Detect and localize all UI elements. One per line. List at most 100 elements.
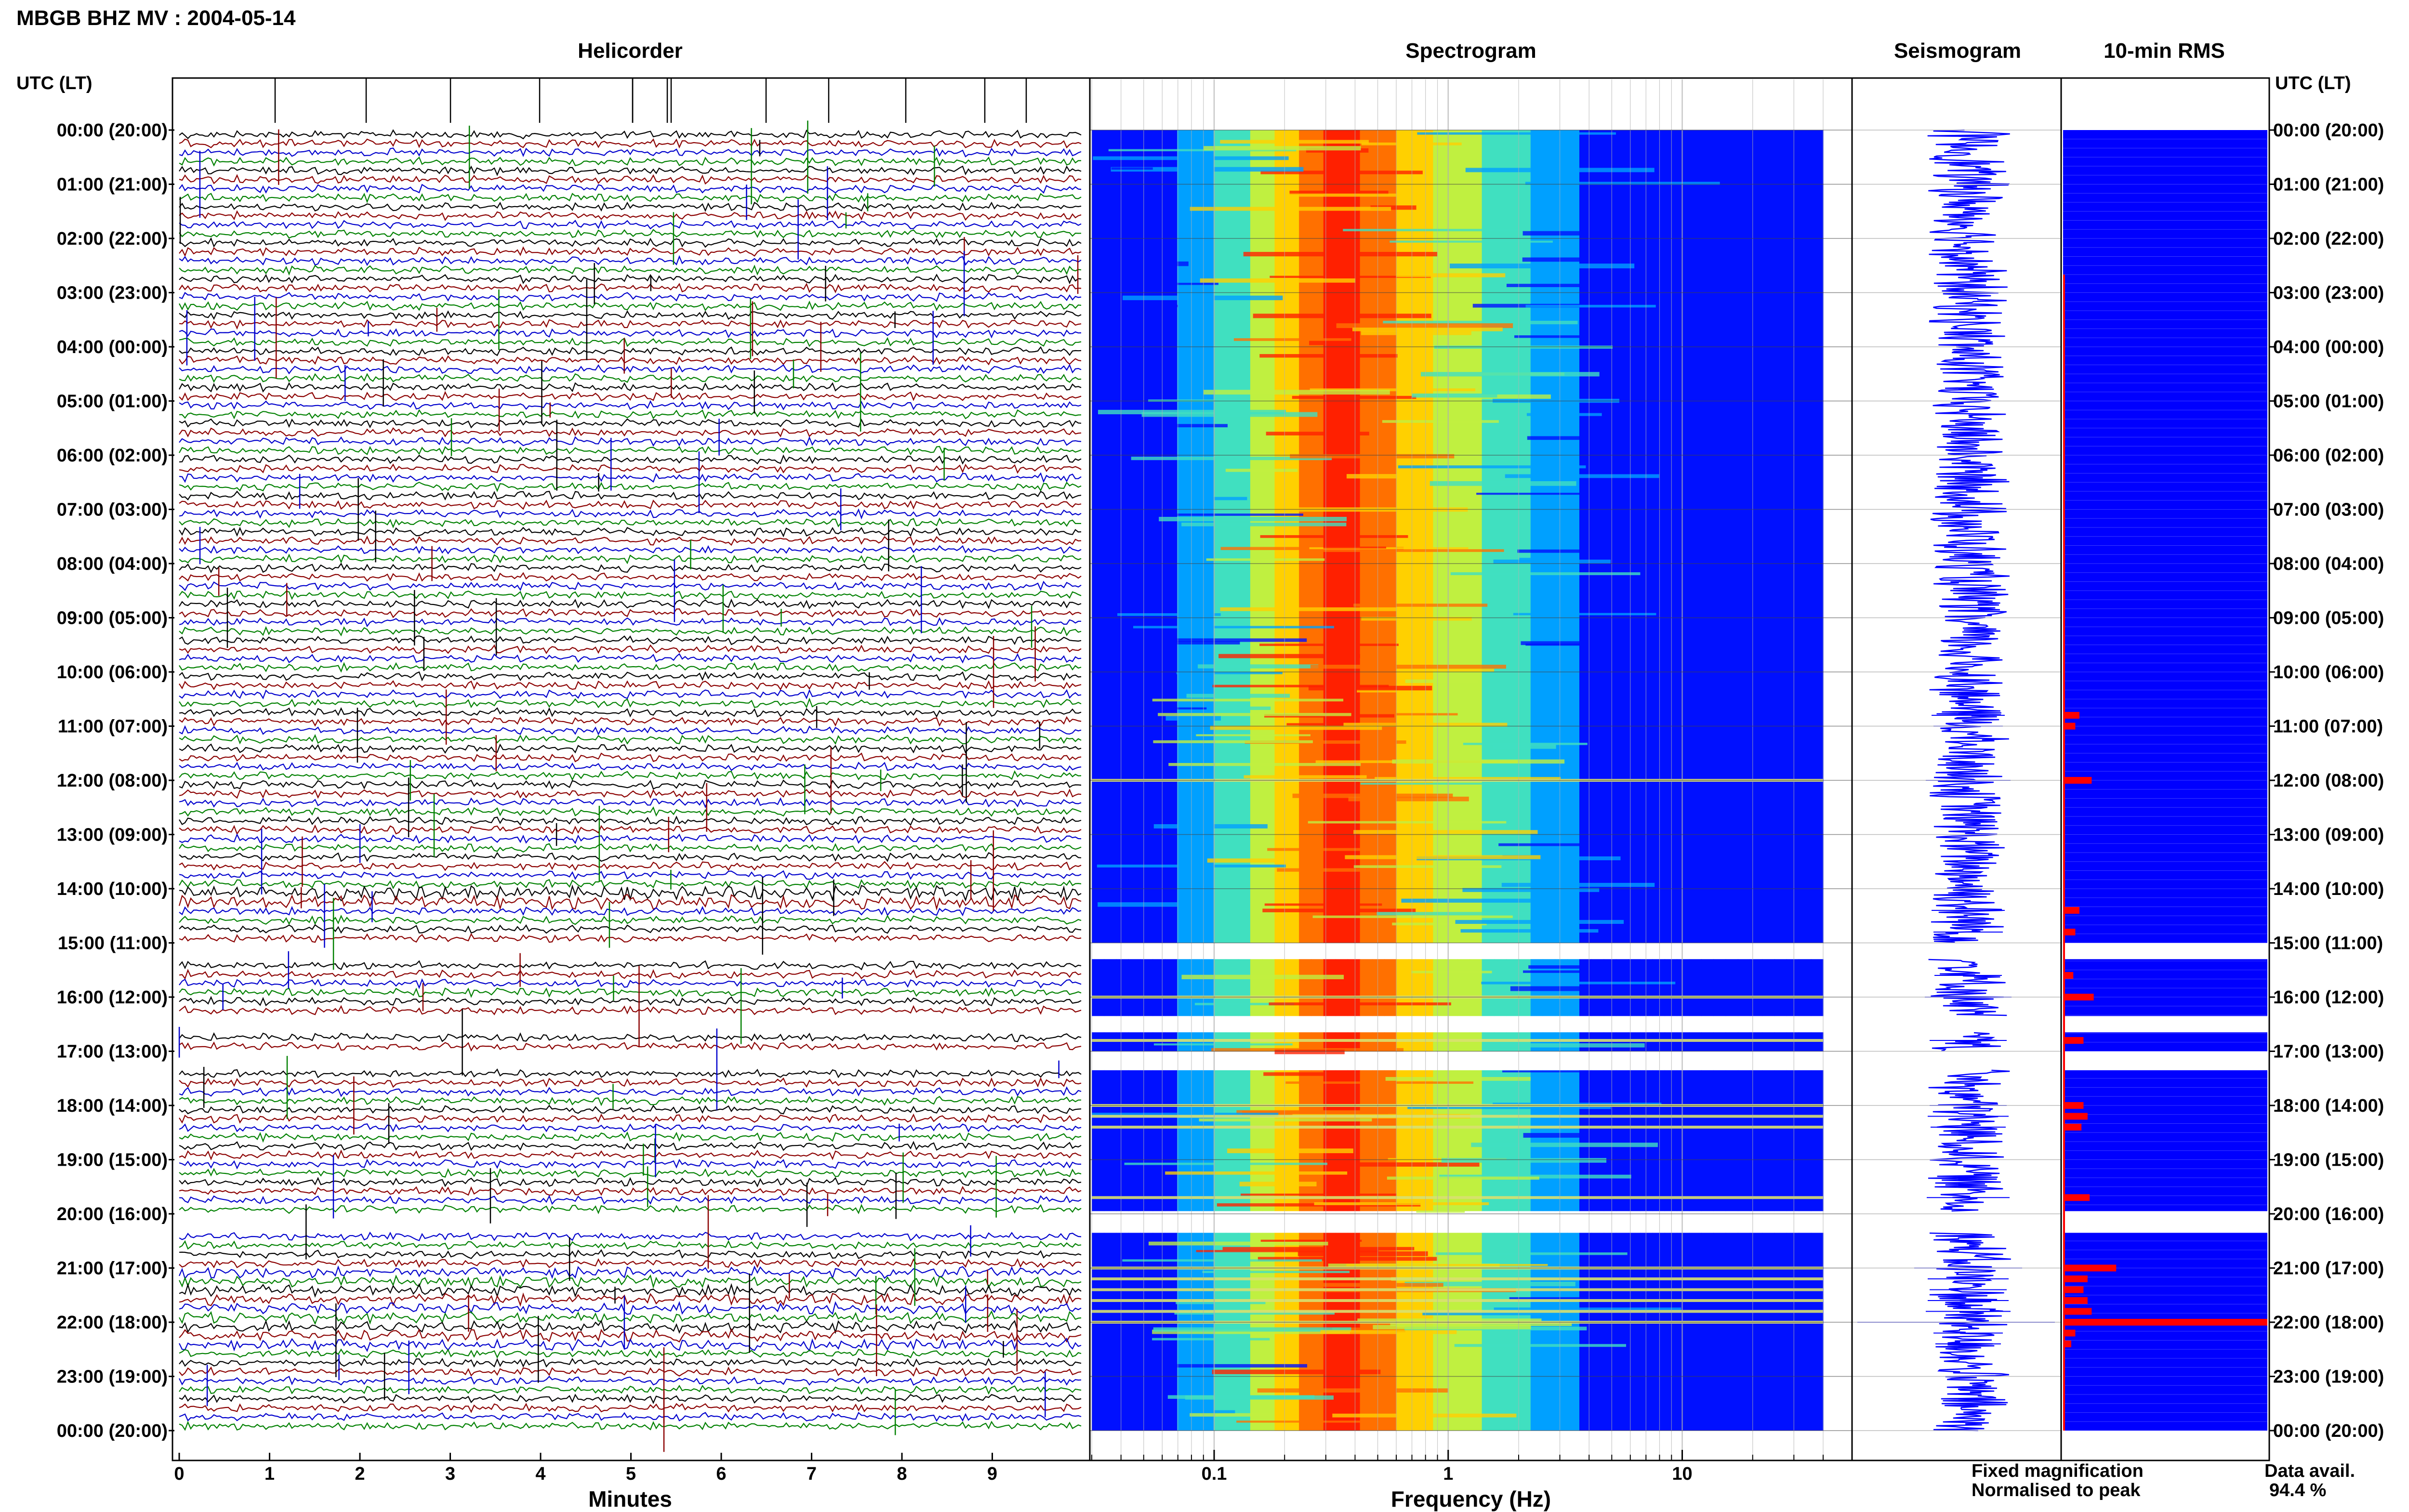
spectrogram-event-line xyxy=(1092,1277,1823,1280)
helicorder-trace xyxy=(179,987,1082,998)
spectrogram-streak xyxy=(1398,465,1586,469)
spectrogram-band xyxy=(1811,1070,1824,1211)
hour-label-left: 10:00 (06:00) xyxy=(57,662,168,683)
helicorder-trace xyxy=(179,1195,1082,1205)
spectrogram-streak xyxy=(1506,284,1649,288)
spectrogram-streak xyxy=(1353,604,1488,607)
hour-labels-right: 00:00 (20:00) 01:00 (21:00) 02:00 (22:00) 0… xyxy=(2269,120,2384,1441)
spectrogram-streak xyxy=(1346,1264,1548,1266)
spectrogram-streak xyxy=(1308,685,1432,691)
spectrogram-band xyxy=(1677,1233,1690,1431)
spectrogram-band xyxy=(1152,130,1165,943)
helicorder-trace xyxy=(179,653,1082,664)
spectrogram-band xyxy=(1140,959,1153,1016)
helicorder-trace xyxy=(179,1032,1082,1042)
spectrogram-band xyxy=(1128,959,1141,1016)
spectrogram-band xyxy=(1165,959,1178,1016)
spectrogram-streak xyxy=(1357,689,1428,693)
helicorder-trace xyxy=(179,264,1082,276)
helicorder-trace xyxy=(179,635,1082,645)
spectrogram-band xyxy=(1506,130,1519,943)
spectrogram-streak xyxy=(1377,912,1531,916)
spectrogram-streak xyxy=(1210,725,1382,730)
spectrogram-event-line xyxy=(1092,1196,1823,1199)
time-axis-label-right: UTC (LT) xyxy=(2275,73,2351,93)
spectrogram-streak xyxy=(1286,723,1397,726)
spectrogram-band xyxy=(1165,130,1178,943)
spectrogram-streak xyxy=(1269,1002,1451,1006)
helicorder-trace xyxy=(179,580,1082,592)
spectrogram-streak xyxy=(1218,654,1360,658)
spectrogram-streak xyxy=(1190,207,1391,211)
hour-label-left: 15:00 (11:00) xyxy=(58,933,168,954)
spectrogram-streak xyxy=(1361,142,1462,145)
spectrogram-band xyxy=(1799,959,1812,1016)
hour-label-right: 04:00 (00:00) xyxy=(2273,337,2384,357)
spectrogram-streak xyxy=(1462,888,1600,892)
spectrogram-streak xyxy=(1323,549,1504,552)
helicorder-trace xyxy=(179,193,1082,204)
rms-bar xyxy=(2063,1308,2092,1315)
spectrogram-band xyxy=(1591,1070,1604,1211)
spectrogram-band xyxy=(1469,130,1482,943)
spectrogram-band xyxy=(1737,959,1750,1016)
spectrogram-band xyxy=(1469,959,1482,1016)
legend-normalised-to-peak: Normalised to peak xyxy=(1972,1480,2141,1500)
spectrogram-band xyxy=(1774,1070,1787,1211)
spectrogram-streak xyxy=(1345,855,1541,859)
helicorder-trace xyxy=(179,861,1082,871)
hour-label-left: 23:00 (19:00) xyxy=(57,1367,168,1387)
hour-label-left: 06:00 (02:00) xyxy=(57,446,168,466)
helicorder-trace xyxy=(179,282,1082,293)
helicorder-trace xyxy=(179,328,1082,339)
spectrogram-band xyxy=(1640,1233,1653,1431)
spectrogram-streak xyxy=(1212,684,1389,687)
hour-label-left: 18:00 (14:00) xyxy=(57,1096,168,1116)
spectrogram-band xyxy=(1543,1233,1556,1431)
spectrogram-band xyxy=(1701,1233,1714,1431)
spectrogram-band xyxy=(1555,1233,1568,1431)
rms-bar xyxy=(2063,1113,2088,1120)
spectrogram-streak xyxy=(1159,516,1347,522)
spectrogram-streak xyxy=(1450,263,1635,269)
helicorder-trace xyxy=(179,1301,1082,1315)
hour-label-left: 00:00 (20:00) xyxy=(57,1421,168,1441)
spectrogram-band xyxy=(1615,1233,1628,1431)
spectrogram-streak xyxy=(1399,668,1495,672)
hour-label-left: 13:00 (09:00) xyxy=(57,825,168,845)
helicorder-trace xyxy=(179,481,1082,492)
helicorder-trace xyxy=(179,319,1082,330)
helicorder-trace xyxy=(179,364,1082,375)
spectrogram-streak xyxy=(1382,420,1499,423)
helicorder-trace xyxy=(179,274,1082,285)
spectrogram-band xyxy=(1701,1070,1714,1211)
rms-background xyxy=(2063,1032,2267,1052)
hour-label-right: 05:00 (01:00) xyxy=(2273,392,2384,412)
spectrogram-streak xyxy=(1227,1148,1353,1154)
spectrogram-band xyxy=(1286,1070,1299,1211)
helicorder-trace xyxy=(179,553,1082,565)
spectrogram-streak xyxy=(1098,902,1199,907)
spectrogram-band xyxy=(1811,1233,1824,1431)
spectrogram-band xyxy=(1640,1070,1653,1211)
spectrogram-band xyxy=(1555,1070,1568,1211)
spectrogram-band xyxy=(1555,130,1568,943)
hour-label-right: 17:00 (13:00) xyxy=(2273,1042,2384,1062)
spectrogram-band xyxy=(1737,1070,1750,1211)
spectrogram-streak xyxy=(1441,1158,1607,1163)
spectrogram-band xyxy=(1652,1070,1665,1211)
helicorder-trace xyxy=(179,129,1082,140)
spectrogram-band xyxy=(1116,130,1129,943)
spectrogram-streak xyxy=(1262,908,1416,912)
spectrogram-tick-label: 0.1 xyxy=(1202,1464,1227,1484)
spectrogram-streak xyxy=(1460,929,1599,933)
spectrogram-band xyxy=(1128,1233,1141,1431)
spectrogram-streak xyxy=(1430,481,1576,486)
helicorder-trace xyxy=(179,526,1082,538)
spectrogram-band xyxy=(1311,1070,1324,1211)
spectrogram-streak xyxy=(1099,174,1156,176)
spectrogram-band xyxy=(1104,959,1117,1016)
spectrogram-streak xyxy=(1448,394,1551,399)
hour-label-right: 15:00 (11:00) xyxy=(2273,933,2383,954)
helicorder-trace xyxy=(179,337,1082,347)
